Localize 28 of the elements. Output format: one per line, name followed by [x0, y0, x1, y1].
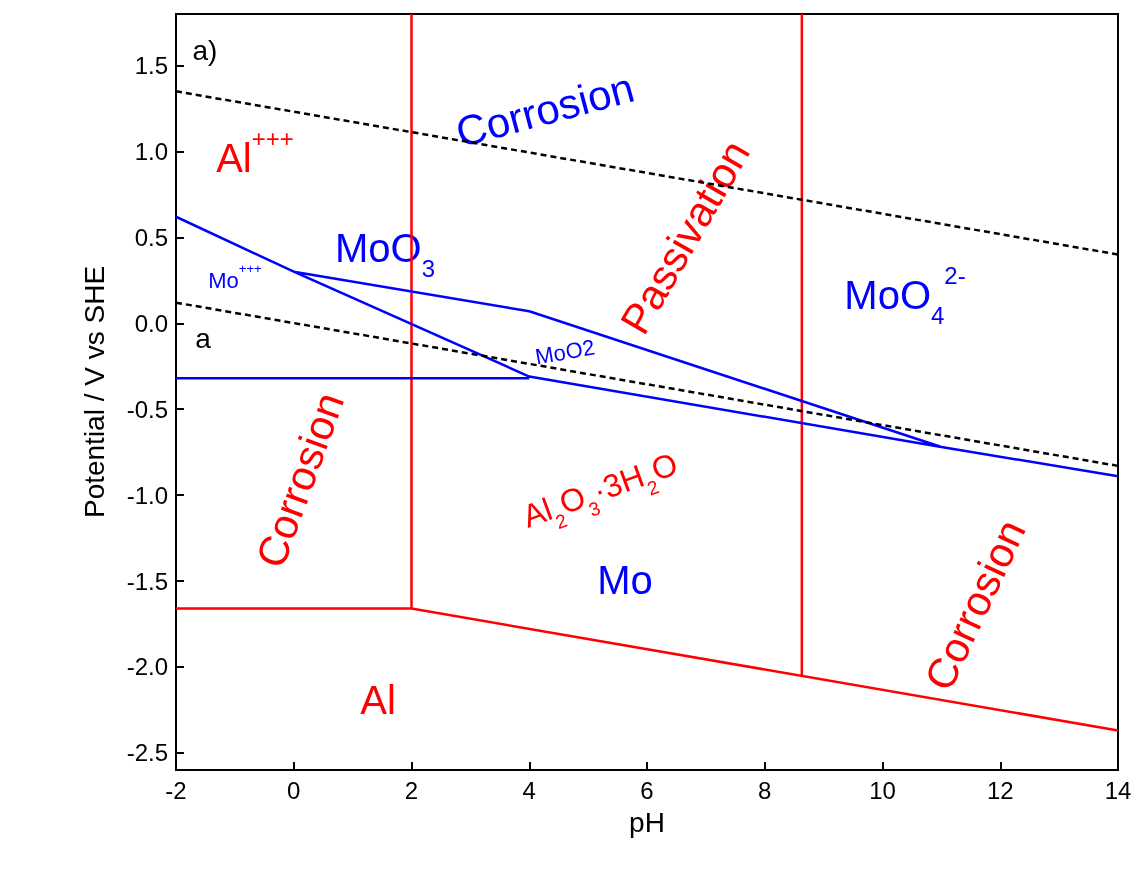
y-tick-label: 0.0: [134, 309, 168, 337]
y-tick-label: 1.0: [134, 137, 168, 165]
x-tick-label: 4: [522, 776, 536, 804]
annotation: a: [195, 322, 212, 354]
annotation: Al+++: [216, 124, 294, 180]
annotation: Mo+++: [208, 261, 263, 293]
y-tick-label: 0.5: [134, 223, 168, 251]
annotation: Corrosion: [450, 63, 640, 157]
y-tick-label: -1.5: [126, 567, 168, 595]
annotation: MoO2: [533, 334, 597, 370]
x-tick-label: 10: [869, 776, 896, 804]
y-tick-label: -0.5: [126, 395, 168, 423]
annotation: Al: [360, 678, 396, 722]
x-tick-label: 8: [758, 776, 772, 804]
x-tick-label: 14: [1104, 776, 1132, 804]
x-tick-label: 12: [986, 776, 1014, 804]
annotation: a): [192, 34, 218, 66]
y-tick-label: -2.0: [126, 653, 168, 681]
x-tick-label: 0: [287, 776, 301, 804]
y-tick-label: 1.5: [134, 52, 168, 80]
annotation: Mo: [597, 558, 653, 602]
x-axis-title: pH: [629, 806, 665, 838]
y-tick-label: -2.5: [126, 739, 168, 767]
x-tick-label: 6: [640, 776, 654, 804]
y-tick-label: -1.0: [126, 481, 168, 509]
x-tick-label: -2: [165, 776, 187, 804]
x-tick-label: 2: [404, 776, 419, 804]
y-axis-title: Potential / V vs SHE: [78, 265, 110, 519]
